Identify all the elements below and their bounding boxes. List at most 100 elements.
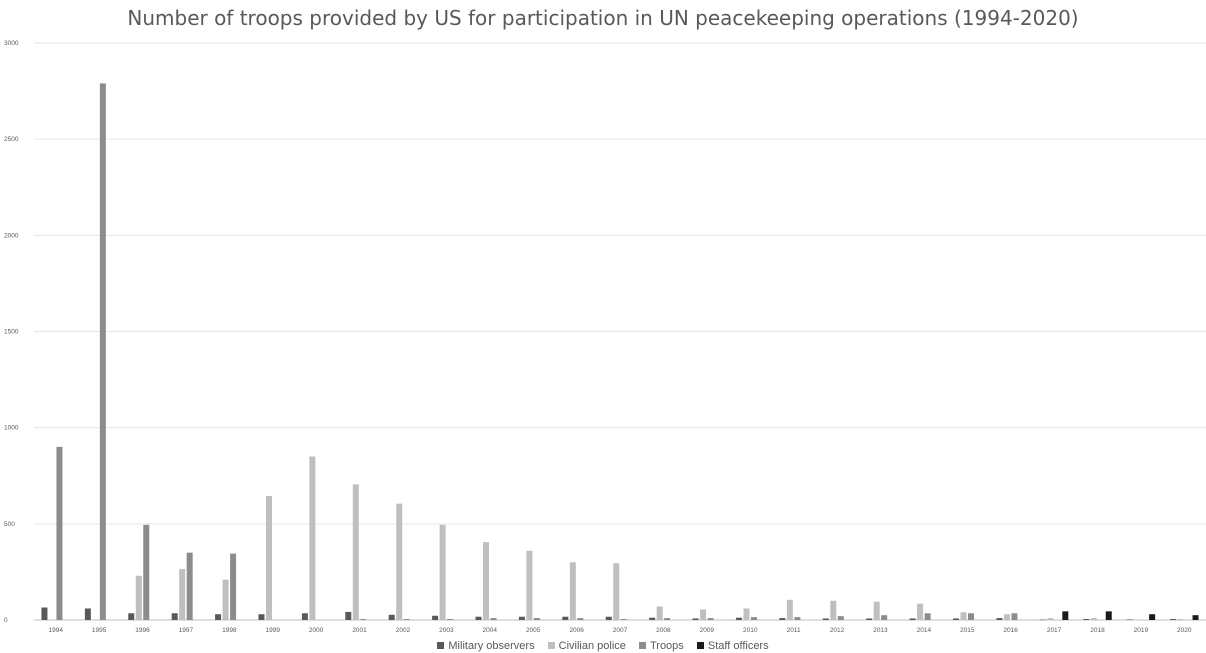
bar-military-observers [128, 613, 135, 620]
bar-troops [620, 619, 627, 620]
bar-troops [56, 446, 63, 620]
bar-military-observers [41, 607, 48, 620]
bar-civilian-police [1177, 619, 1184, 620]
bar-troops [403, 619, 410, 620]
bar-civilian-police [569, 562, 576, 620]
legend-item-military-observers: Military observers [437, 640, 535, 652]
bar-troops [750, 617, 757, 620]
x-tick-label: 2018 [1090, 627, 1105, 634]
x-tick-label: 2009 [700, 627, 715, 634]
bar-military-observers [518, 616, 525, 620]
bar-troops [99, 83, 106, 620]
bar-staff-officers [1192, 615, 1199, 620]
x-tick-label: 2011 [787, 627, 801, 634]
bar-civilian-police [960, 612, 967, 620]
bar-staff-officers [1062, 611, 1069, 620]
x-tick-label: 2001 [352, 627, 367, 634]
x-tick-label: 1999 [266, 627, 281, 634]
bar-civilian-police [135, 575, 142, 620]
bar-military-observers [605, 616, 612, 620]
bar-troops [360, 619, 367, 620]
y-tick-label: 3000 [4, 40, 19, 47]
x-tick-label: 2002 [396, 627, 411, 634]
legend-label-staff-officers: Staff officers [707, 640, 769, 652]
bar-civilian-police [743, 608, 750, 620]
x-tick-label: 2013 [873, 627, 888, 634]
legend-label-troops: Troops [649, 640, 684, 652]
bar-civilian-police [613, 563, 620, 620]
bar-troops [577, 618, 584, 620]
bar-military-observers [649, 617, 656, 620]
bar-staff-officers [1105, 611, 1112, 620]
bar-military-observers [258, 614, 265, 620]
bar-civilian-police [917, 603, 924, 620]
bar-staff-officers [1149, 614, 1156, 620]
x-tick-label: 2016 [1003, 627, 1018, 634]
x-tick-label: 2004 [483, 627, 498, 634]
bar-military-observers [432, 615, 439, 620]
bar-military-observers [215, 614, 222, 620]
x-tick-label: 1997 [179, 627, 194, 634]
x-tick-label: 2019 [1134, 627, 1149, 634]
bar-troops [533, 618, 540, 620]
bar-military-observers [909, 618, 916, 620]
bar-troops [881, 615, 888, 620]
bar-civilian-police [396, 503, 403, 620]
x-tick-label: 2015 [960, 627, 975, 634]
bar-military-observers [953, 618, 960, 620]
legend-item-civilian-police: Civilian police [547, 640, 626, 652]
x-tick-label: 1996 [135, 627, 150, 634]
bar-troops [664, 618, 671, 620]
bar-military-observers [692, 618, 699, 620]
x-tick-label: 2003 [439, 627, 454, 634]
bar-civilian-police [352, 484, 359, 620]
bar-military-observers [735, 617, 742, 620]
chart-title: Number of troops provided by US for part… [127, 6, 1079, 30]
x-tick-label: 2006 [569, 627, 584, 634]
x-tick-label: 1995 [92, 627, 107, 634]
bar-troops [794, 617, 801, 620]
bar-civilian-police [179, 569, 186, 620]
bar-military-observers [84, 608, 91, 620]
bar-troops [707, 618, 714, 620]
bar-civilian-police [873, 601, 880, 620]
x-tick-label: 2014 [917, 627, 932, 634]
x-tick-label: 2012 [830, 627, 845, 634]
x-tick-label: 2020 [1177, 627, 1192, 634]
bar-troops [1011, 613, 1018, 620]
y-tick-label: 1000 [4, 425, 19, 432]
x-tick-label: 1998 [222, 627, 237, 634]
y-tick-label: 0 [4, 617, 8, 624]
bar-civilian-police [830, 600, 837, 620]
bar-military-observers [301, 613, 308, 620]
bar-civilian-police [786, 599, 793, 620]
bar-troops [143, 524, 150, 620]
bar-military-observers [866, 618, 873, 620]
legend: Military observers Civilian police Troop… [0, 640, 1206, 652]
legend-label-civilian-police: Civilian police [558, 640, 626, 652]
legend-swatch-military-observers [437, 642, 445, 649]
bar-troops [837, 616, 844, 620]
bar-civilian-police [439, 524, 446, 620]
bar-military-observers [562, 616, 569, 620]
y-tick-label: 2500 [4, 136, 19, 143]
bar-civilian-police [309, 456, 316, 620]
bar-civilian-police [265, 495, 272, 620]
bar-civilian-police [1047, 618, 1054, 620]
bar-civilian-police [1003, 614, 1010, 620]
x-tick-label: 2017 [1047, 627, 1062, 634]
bar-troops [924, 613, 931, 620]
bar-military-observers [1083, 619, 1090, 620]
bar-military-observers [388, 614, 395, 620]
bar-military-observers [475, 616, 482, 620]
bar-civilian-police [1090, 618, 1097, 620]
bar-civilian-police [222, 579, 229, 620]
y-tick-label: 500 [4, 521, 15, 528]
x-tick-label: 2005 [526, 627, 541, 634]
bar-military-observers [1039, 619, 1046, 621]
bar-military-observers [345, 611, 352, 620]
bar-civilian-police [656, 606, 663, 620]
legend-swatch-civilian-police [547, 642, 555, 649]
legend-swatch-troops [638, 642, 646, 649]
bar-troops [230, 553, 237, 620]
